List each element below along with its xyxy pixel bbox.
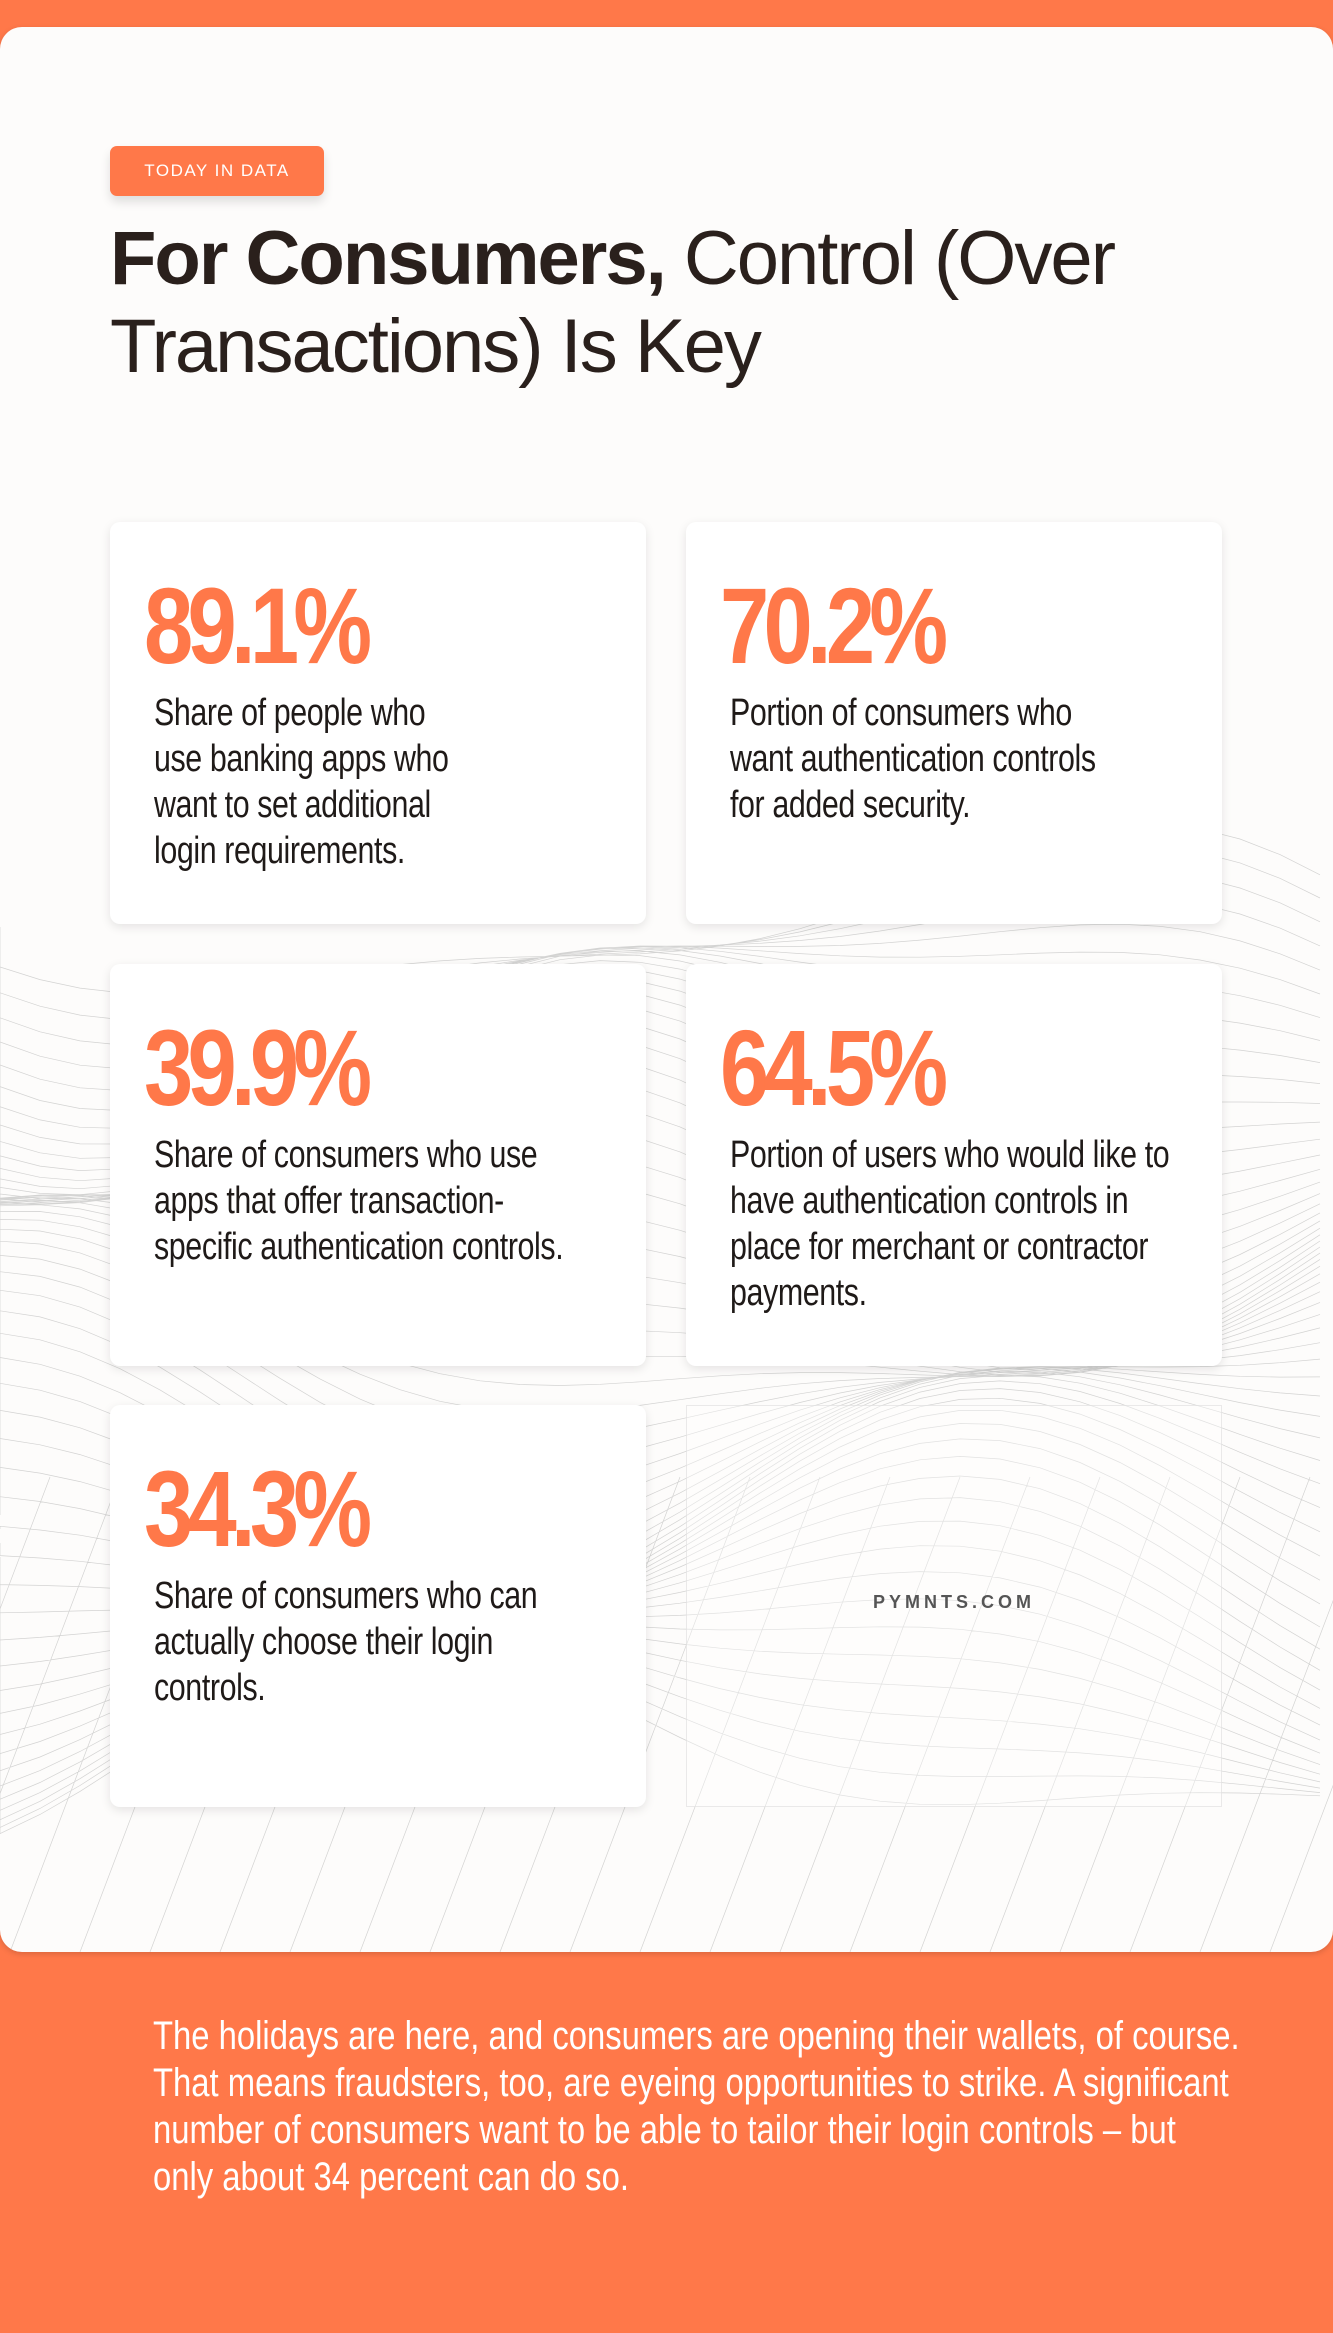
stat-card: 70.2% Portion of consumers who want auth… xyxy=(686,522,1222,924)
title-bold: For Consumers, xyxy=(110,216,667,301)
stat-description: Share of consumers who can actually choo… xyxy=(154,1575,538,1709)
stat-description: Share of people who use banking apps who… xyxy=(154,692,449,872)
stat-description: Portion of consumers who want authentica… xyxy=(730,692,1096,826)
stat-description: Share of consumers who use apps that off… xyxy=(154,1134,564,1268)
stat-card: 34.3% Share of consumers who can actuall… xyxy=(110,1405,646,1807)
title-light: Control (Over Transactions) Is Key xyxy=(110,216,1116,389)
stat-value: 39.9% xyxy=(144,1007,372,1128)
stat-card: 89.1% Share of people who use banking ap… xyxy=(110,522,646,924)
page-title: For Consumers, Control (Over Transaction… xyxy=(110,215,1260,391)
stat-value: 70.2% xyxy=(720,565,948,686)
brand-panel: PYMNTS.COM xyxy=(686,1405,1222,1807)
stat-card: 39.9% Share of consumers who use apps th… xyxy=(110,964,646,1366)
stat-value: 89.1% xyxy=(144,565,372,686)
stat-value: 64.5% xyxy=(720,1007,948,1128)
stat-description: Portion of users who would like to have … xyxy=(730,1134,1170,1314)
stat-card: 64.5% Portion of users who would like to… xyxy=(686,964,1222,1366)
footer-summary: The holidays are here, and consumers are… xyxy=(153,2014,1240,2199)
stat-value: 34.3% xyxy=(144,1448,372,1569)
pymnts-logo: PYMNTS.COM xyxy=(872,1592,1035,1612)
today-in-data-badge: TODAY IN DATA xyxy=(110,146,324,196)
infographic-card: TODAY IN DATA For Consumers, Control (Ov… xyxy=(0,27,1333,1952)
